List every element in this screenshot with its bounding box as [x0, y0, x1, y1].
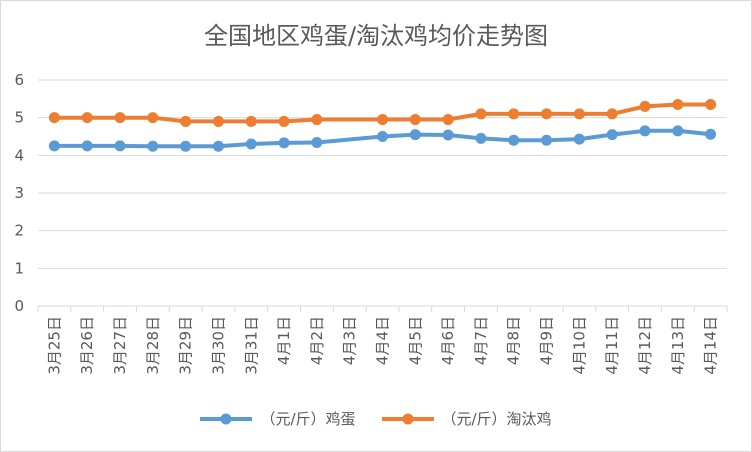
series-0-point-12 — [442, 129, 454, 141]
x-tick-label-3: 3月28日 — [144, 316, 162, 375]
x-tick-label-19: 4月13日 — [669, 316, 687, 375]
legend-swatch-egg — [200, 413, 253, 424]
x-tick-label-0: 3月25日 — [45, 316, 63, 375]
series-0-point-8 — [311, 137, 323, 149]
chart-legend: （元/斤）鸡蛋 （元/斤）淘汰鸡 — [0, 408, 752, 429]
series-1-point-13 — [475, 108, 487, 120]
x-tick-label-13: 4月7日 — [472, 316, 490, 365]
series-0-point-20 — [705, 128, 717, 140]
series-1-point-4 — [180, 115, 192, 127]
x-tick-label-16: 4月10日 — [570, 316, 588, 375]
series-1-point-19 — [672, 98, 684, 110]
series-1-point-3 — [147, 112, 159, 124]
series-1-point-12 — [442, 114, 454, 126]
series-0-point-7 — [278, 137, 290, 149]
series-1-point-5 — [212, 115, 224, 127]
chart-title: 全国地区鸡蛋/淘汰鸡均价走势图 — [203, 22, 549, 50]
series-0-point-17 — [606, 129, 618, 141]
series-0-point-6 — [245, 138, 257, 150]
series-1-point-10 — [377, 114, 388, 126]
x-tick-label-4: 3月29日 — [177, 316, 195, 375]
series-0-point-2 — [114, 140, 126, 152]
legend-item-egg[interactable]: （元/斤）鸡蛋 — [200, 408, 356, 429]
series-0-point-0 — [48, 140, 60, 152]
y-tick-label-6: 6 — [14, 71, 24, 89]
series-0-point-19 — [672, 125, 684, 137]
series-1-point-14 — [508, 108, 520, 120]
x-tick-label-20: 4月14日 — [702, 316, 720, 375]
series-1-point-11 — [409, 114, 421, 126]
x-tick-label-17: 4月11日 — [603, 316, 621, 375]
y-tick-label-0: 0 — [14, 297, 24, 315]
series-1-point-6 — [245, 115, 257, 127]
series-0-point-13 — [475, 132, 487, 144]
legend-label-egg: （元/斤）鸡蛋 — [260, 410, 356, 428]
x-tick-label-6: 3月31日 — [242, 316, 260, 375]
series-0-point-3 — [147, 140, 159, 152]
legend-label-culled-chicken: （元/斤）淘汰鸡 — [441, 410, 552, 428]
series-0-point-10 — [377, 131, 388, 142]
x-tick-label-9: 4月3日 — [341, 316, 359, 365]
x-tick-label-2: 3月27日 — [111, 316, 129, 375]
y-tick-label-3: 3 — [14, 184, 24, 202]
y-tick-label-1: 1 — [14, 259, 24, 277]
series-1-point-20 — [705, 98, 717, 110]
series-1-point-7 — [278, 115, 290, 127]
series-0-point-15 — [541, 134, 553, 146]
x-tick-label-8: 4月2日 — [308, 316, 326, 365]
x-tick-label-14: 4月8日 — [505, 316, 523, 365]
series-0-point-16 — [573, 133, 585, 145]
x-tick-label-10: 4月4日 — [374, 316, 392, 365]
series-1-point-0 — [48, 112, 60, 124]
x-tick-label-5: 3月30日 — [209, 316, 227, 375]
series-1-point-18 — [639, 100, 651, 112]
series-0-point-11 — [409, 129, 421, 141]
series-0-point-18 — [639, 125, 651, 137]
series-0-point-4 — [180, 140, 192, 152]
series-0-point-14 — [508, 134, 520, 146]
y-tick-label-2: 2 — [14, 222, 24, 240]
legend-swatch-culled-chicken — [381, 413, 434, 424]
series-0-point-5 — [212, 140, 224, 152]
x-tick-label-7: 4月1日 — [275, 316, 293, 365]
legend-item-culled-chicken[interactable]: （元/斤）淘汰鸡 — [381, 408, 552, 429]
x-tick-label-12: 4月6日 — [439, 316, 457, 365]
y-tick-label-5: 5 — [14, 109, 24, 127]
series-1-point-1 — [81, 112, 93, 124]
series-1-point-2 — [114, 112, 126, 124]
x-tick-label-18: 4月12日 — [636, 316, 654, 375]
x-tick-label-11: 4月5日 — [406, 316, 424, 365]
series-1-point-15 — [541, 108, 553, 120]
series-1-point-8 — [311, 114, 323, 126]
series-0-point-1 — [81, 140, 93, 152]
y-tick-label-4: 4 — [14, 146, 24, 164]
x-tick-label-15: 4月9日 — [538, 316, 556, 365]
series-1-point-16 — [573, 108, 585, 120]
series-1-point-17 — [606, 108, 618, 120]
x-tick-label-1: 3月26日 — [78, 316, 96, 375]
